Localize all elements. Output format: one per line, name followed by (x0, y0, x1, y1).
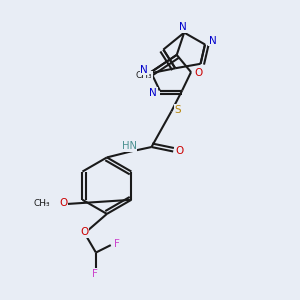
Text: CH₃: CH₃ (136, 71, 152, 80)
Text: O: O (80, 227, 89, 237)
Text: F: F (92, 269, 98, 279)
Text: N: N (179, 22, 187, 32)
Text: methoxy: methoxy (44, 203, 50, 204)
Text: N: N (208, 36, 216, 46)
Text: O: O (194, 68, 202, 78)
Text: S: S (175, 105, 181, 115)
Text: F: F (114, 238, 120, 249)
Text: CH₃: CH₃ (33, 199, 50, 208)
Text: N: N (149, 88, 157, 98)
Text: O: O (176, 146, 184, 156)
Text: HN: HN (122, 141, 137, 151)
Text: O: O (60, 199, 68, 208)
Text: N: N (140, 65, 148, 75)
